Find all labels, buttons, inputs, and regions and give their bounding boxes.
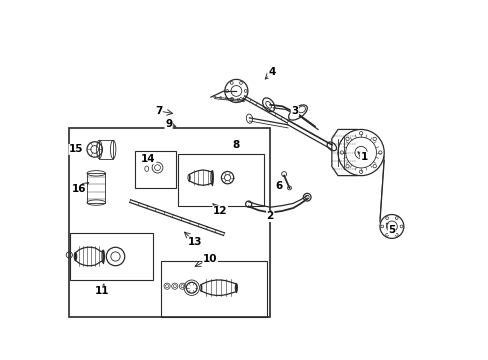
Bar bbox=[178, 154, 264, 206]
Text: 15: 15 bbox=[69, 144, 83, 154]
Text: 3: 3 bbox=[291, 106, 298, 116]
Text: 11: 11 bbox=[95, 286, 109, 296]
Bar bbox=[68, 128, 270, 316]
Bar bbox=[161, 261, 266, 316]
Text: 13: 13 bbox=[187, 237, 202, 247]
Text: 14: 14 bbox=[141, 154, 156, 164]
Text: 8: 8 bbox=[231, 140, 239, 150]
Text: 6: 6 bbox=[275, 181, 283, 191]
Text: 12: 12 bbox=[212, 206, 227, 216]
Text: 7: 7 bbox=[155, 106, 162, 116]
Bar bbox=[99, 140, 113, 159]
Text: 4: 4 bbox=[267, 67, 275, 77]
Text: 2: 2 bbox=[266, 211, 273, 221]
Bar bbox=[70, 233, 153, 280]
Text: 1: 1 bbox=[360, 152, 367, 162]
Bar bbox=[87, 173, 105, 203]
Text: 5: 5 bbox=[387, 225, 395, 235]
Text: 10: 10 bbox=[203, 254, 217, 264]
Bar bbox=[135, 151, 175, 188]
Text: 16: 16 bbox=[72, 184, 86, 194]
Text: 9: 9 bbox=[165, 119, 172, 129]
